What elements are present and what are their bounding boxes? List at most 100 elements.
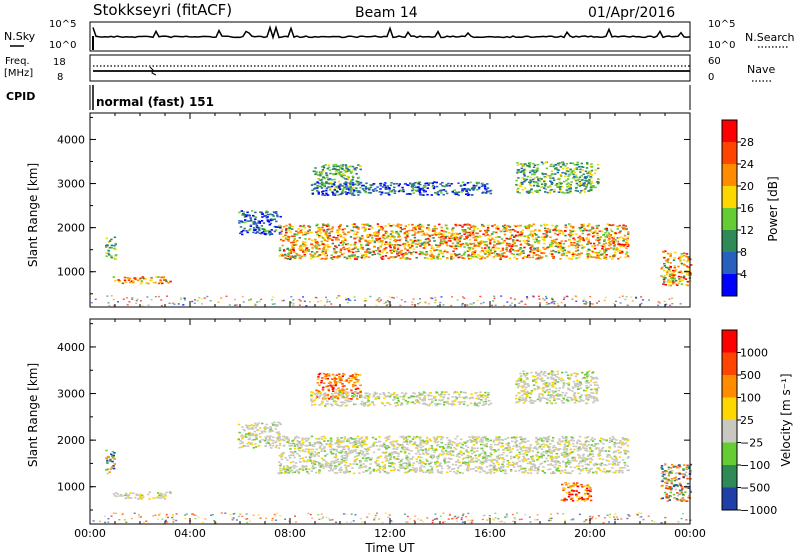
- data-cell: [366, 248, 370, 250]
- data-cell: [387, 192, 390, 194]
- data-cell: [547, 468, 550, 471]
- data-cell: [569, 187, 572, 190]
- data-cell: [668, 253, 671, 255]
- data-cell: [475, 436, 478, 438]
- data-cell: [623, 243, 626, 246]
- data-cell: [568, 443, 571, 446]
- data-cell: [477, 242, 481, 245]
- nsky-panel: [89, 21, 691, 52]
- data-cell: [330, 443, 333, 446]
- data-cell: [252, 227, 256, 229]
- data-cell: [605, 471, 608, 474]
- data-cell: [434, 191, 437, 194]
- data-cell: [453, 237, 456, 239]
- data-cell: [316, 187, 319, 189]
- data-cell: [621, 436, 624, 439]
- data-cell: [259, 436, 262, 438]
- data-cell: [116, 493, 120, 495]
- noise-cell: [378, 297, 381, 299]
- data-cell: [353, 194, 356, 196]
- data-cell: [298, 442, 301, 445]
- data-cell: [257, 445, 261, 447]
- data-cell: [548, 448, 551, 450]
- data-cell: [668, 268, 671, 271]
- data-cell: [397, 254, 400, 257]
- data-cell: [458, 461, 461, 464]
- data-cell: [430, 468, 433, 471]
- data-cell: [336, 458, 340, 460]
- data-cell: [365, 448, 368, 451]
- data-cell: [421, 445, 425, 448]
- data-cell: [271, 214, 274, 216]
- data-cell: [569, 234, 573, 237]
- data-cell: [615, 240, 618, 242]
- data-cell: [438, 231, 441, 234]
- data-cell: [409, 246, 412, 249]
- data-cell: [432, 237, 435, 239]
- data-cell: [467, 468, 470, 471]
- data-cell: [587, 464, 591, 466]
- data-cell: [331, 168, 335, 170]
- data-cell: [625, 239, 629, 241]
- data-cell: [312, 256, 315, 258]
- data-cell: [551, 253, 554, 255]
- data-cell: [578, 447, 581, 449]
- data-cell: [279, 463, 283, 465]
- data-cell: [465, 224, 468, 226]
- data-cell: [685, 253, 689, 255]
- noise-cell: [427, 303, 430, 305]
- data-cell: [501, 247, 505, 250]
- data-cell: [568, 251, 571, 253]
- data-cell: [497, 227, 500, 230]
- data-cell: [561, 469, 564, 472]
- data-cell: [255, 225, 258, 228]
- data-cell: [516, 189, 519, 191]
- data-cell: [336, 191, 339, 193]
- data-cell: [524, 451, 527, 454]
- data-cell: [424, 448, 427, 450]
- data-cell: [365, 253, 368, 256]
- data-cell: [389, 225, 392, 227]
- data-cell: [565, 438, 568, 440]
- data-cell: [562, 252, 566, 255]
- data-cell: [404, 236, 407, 239]
- data-cell: [614, 232, 618, 235]
- data-cell: [394, 256, 397, 258]
- data-cell: [326, 234, 329, 237]
- data-cell: [253, 438, 256, 441]
- data-cell: [366, 235, 369, 238]
- data-cell: [264, 214, 267, 217]
- data-cell: [550, 241, 553, 244]
- data-cell: [403, 446, 406, 449]
- data-cell: [293, 238, 296, 240]
- data-cell: [563, 443, 566, 446]
- data-cell: [465, 242, 468, 244]
- data-cell: [521, 460, 525, 463]
- data-cell: [619, 467, 622, 469]
- data-cell: [334, 251, 337, 254]
- data-cell: [552, 257, 555, 259]
- data-cell: [327, 166, 331, 169]
- data-cell: [451, 468, 454, 470]
- data-cell: [365, 470, 368, 472]
- data-cell: [609, 243, 613, 246]
- data-cell: [467, 257, 471, 260]
- data-cell: [538, 229, 541, 232]
- noise-cell: [234, 298, 236, 301]
- data-cell: [298, 454, 301, 457]
- data-cell: [319, 174, 322, 177]
- noise-cell: [500, 295, 503, 297]
- data-cell: [293, 256, 296, 258]
- data-cell: [248, 434, 251, 437]
- data-cell: [680, 255, 683, 257]
- data-cell: [292, 251, 296, 253]
- data-cell: [407, 459, 410, 462]
- data-cell: [367, 250, 370, 253]
- data-cell: [585, 459, 589, 461]
- data-cell: [540, 252, 543, 254]
- data-cell: [466, 456, 470, 459]
- data-cell: [474, 250, 477, 252]
- data-cell: [528, 234, 531, 236]
- data-cell: [456, 245, 459, 247]
- data-cell: [450, 245, 454, 248]
